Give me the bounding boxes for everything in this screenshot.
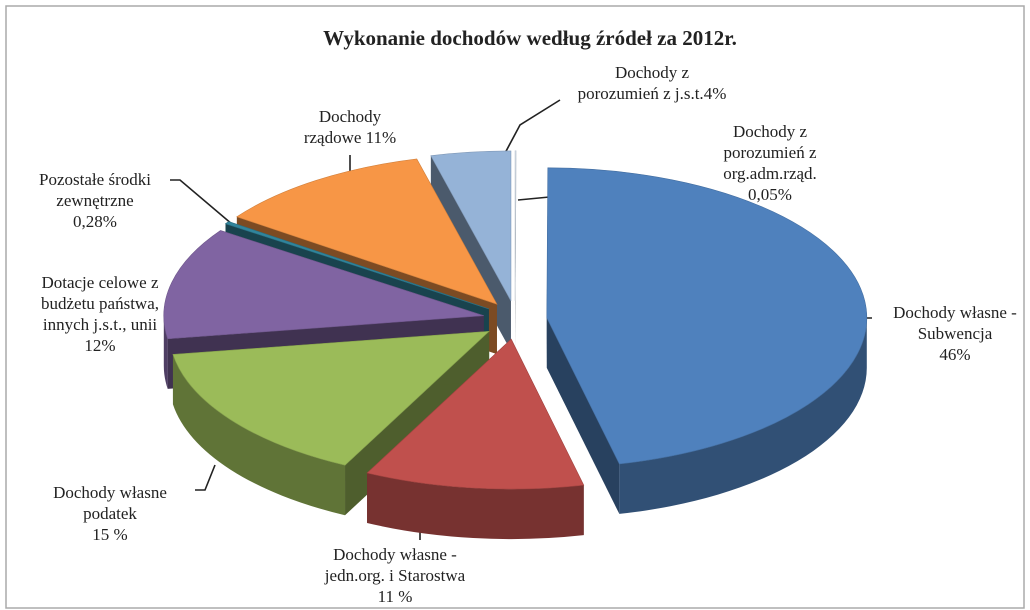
slice-wall bbox=[172, 354, 346, 516]
data-label: rządowe 11% bbox=[304, 128, 396, 147]
slice bbox=[366, 338, 585, 490]
data-label: org.adm.rząd. bbox=[723, 164, 817, 183]
slice bbox=[514, 150, 517, 301]
label-text: Dochody bbox=[319, 107, 382, 126]
slice bbox=[224, 221, 489, 310]
label-text: budżetu państwa, bbox=[41, 294, 159, 313]
label-text: Dochody z bbox=[733, 122, 808, 141]
slice bbox=[172, 330, 490, 466]
value-label: 12% bbox=[84, 336, 115, 355]
data-label: budżetu państwa, bbox=[41, 294, 159, 313]
data-label: Dotacje celowe z bbox=[41, 273, 158, 292]
slice-wall bbox=[619, 317, 867, 514]
label-text: jedn.org. i Starostwa bbox=[324, 566, 466, 585]
slice-group bbox=[546, 167, 868, 514]
value-label: 11% bbox=[366, 128, 397, 147]
value-label: 15 % bbox=[92, 525, 127, 544]
label-text: org.adm.rząd. bbox=[723, 164, 817, 183]
value-label: 11 % bbox=[378, 587, 413, 606]
data-label: Dochody z bbox=[733, 122, 808, 141]
data-label: jedn.org. i Starostwa bbox=[324, 566, 466, 585]
label-text: zewnętrzne bbox=[56, 191, 133, 210]
value-label: 46% bbox=[939, 345, 970, 364]
value-label: 4% bbox=[704, 84, 727, 103]
leader-line bbox=[195, 464, 216, 491]
slice-group bbox=[366, 338, 585, 540]
value-label: 0,28% bbox=[73, 212, 117, 231]
data-label: Dochody własne - bbox=[893, 303, 1017, 322]
value-label: 0,05% bbox=[748, 185, 792, 204]
slice-group bbox=[172, 330, 490, 516]
data-label: Dochody własne - bbox=[333, 545, 457, 564]
slice-wall bbox=[163, 315, 168, 389]
slice bbox=[236, 158, 498, 305]
data-label: innych j.s.t., unii bbox=[43, 315, 158, 334]
label-text: Pozostałe środki bbox=[39, 170, 151, 189]
label-text: Dotacje celowe z bbox=[41, 273, 158, 292]
label-text: porozumień z j.s.t. bbox=[578, 84, 704, 103]
label-text: rządowe bbox=[304, 128, 362, 147]
data-label: porozumień z bbox=[724, 143, 817, 162]
data-label: Dochody własne bbox=[53, 483, 167, 502]
data-label: porozumień z j.s.t.4% bbox=[578, 84, 727, 103]
data-label: podatek bbox=[83, 504, 137, 523]
data-label: Dochody bbox=[319, 107, 382, 126]
label-text: Subwencja bbox=[918, 324, 993, 343]
chart-title: Wykonanie dochodów według źródeł za 2012… bbox=[323, 26, 737, 50]
slice bbox=[430, 150, 512, 302]
slice-side bbox=[546, 317, 620, 514]
data-label: Dochody z bbox=[615, 63, 690, 82]
slice-wall bbox=[367, 472, 584, 540]
label-text: podatek bbox=[83, 504, 137, 523]
data-label: Subwencja bbox=[918, 324, 993, 343]
data-label: zewnętrzne bbox=[56, 191, 133, 210]
slice-group bbox=[514, 150, 517, 351]
label-text: Dochody własne bbox=[53, 483, 167, 502]
label-text: innych j.s.t., unii bbox=[43, 315, 158, 334]
label-text: Dochody własne - bbox=[333, 545, 457, 564]
label-text: porozumień z bbox=[724, 143, 817, 162]
slice bbox=[546, 167, 868, 465]
label-text: Dochody własne - bbox=[893, 303, 1017, 322]
slice bbox=[163, 230, 484, 340]
data-label: Pozostałe środki bbox=[39, 170, 151, 189]
label-text: Dochody z bbox=[615, 63, 690, 82]
